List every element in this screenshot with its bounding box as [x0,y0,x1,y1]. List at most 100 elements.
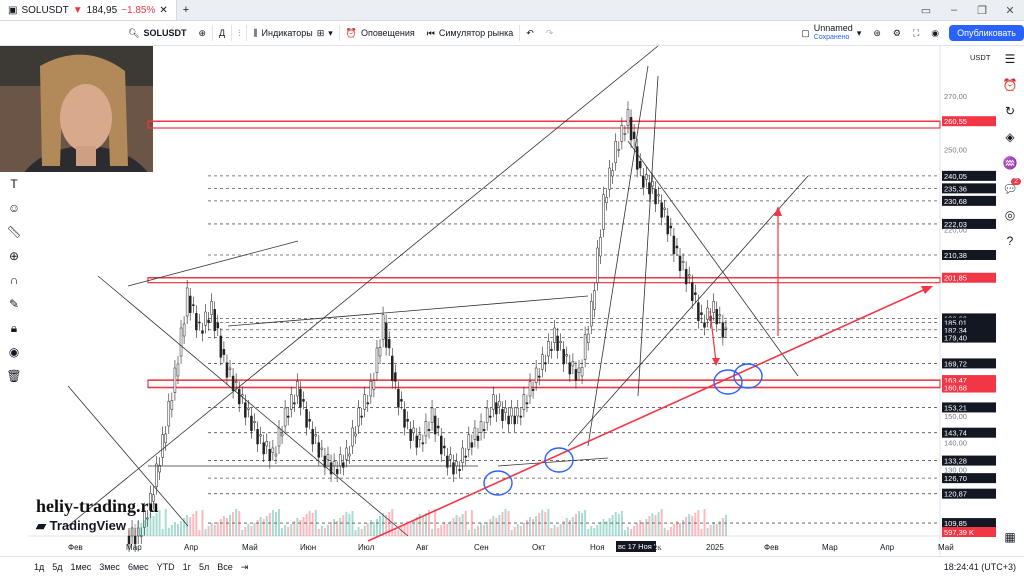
candle-body [574,369,578,381]
replay-button[interactable]: ⏮ Симулятор рынка [421,21,519,45]
volume-bar [216,522,219,536]
volume-bar [642,522,645,536]
volume-bar [238,511,241,536]
minimize-icon[interactable]: – [950,3,958,16]
price-tag-bg [942,375,996,386]
candle-body [504,407,507,413]
clock: 18:24:41 (UTC+3) [943,562,1016,572]
lock-tool-icon[interactable]: 🔒︎ [10,320,18,335]
price-tick-label: 169,72 [944,359,967,368]
candle-body [559,341,562,343]
volume-bar [663,528,666,536]
symbol-search-button[interactable]: 🔍︎ SOLUSDT [122,21,192,45]
emoji-tool-icon[interactable]: ☺ [7,201,21,215]
maximize-icon[interactable]: ❐ [977,4,987,17]
volume-bar [271,510,274,536]
candle-body [314,434,317,437]
pencil-lock-icon[interactable]: ✎ [8,297,20,311]
new-tab-button[interactable]: + [182,4,190,16]
volume-bar [682,520,685,536]
volume-bar [513,527,516,536]
price-tick-label: 222,03 [944,220,967,229]
volume-bar [724,515,727,536]
chart-type-button[interactable]: ⫶ [232,21,246,45]
indicators-button[interactable]: ⫼ Индикаторы ⊞ ▾ [247,21,338,45]
price-tick-label: 270,00 [944,92,967,101]
candle-body [617,149,621,151]
close-window-icon[interactable]: ✕ [1005,4,1015,17]
volume-bar [489,519,492,536]
volume-bar [703,509,706,536]
range-button[interactable]: 1г [182,562,191,572]
candle-body [342,462,345,468]
candle-body [317,442,321,458]
drop-arrow-line [709,310,717,363]
candle-body [476,435,480,441]
price-chart[interactable]: USDT 270,00 260,55 250,00 240,05 235,36 230,68… [28,46,996,556]
candle-body [642,175,645,188]
ruler-tool-icon[interactable]: 📏︎ [6,225,22,239]
snapshot-button[interactable]: ◉ [925,21,945,45]
volume-bar [630,529,633,536]
help-icon[interactable]: ? [1006,234,1014,248]
publish-button[interactable]: Опубликовать [949,25,1024,41]
candle-body [296,381,299,397]
chat-icon[interactable]: 💬︎ 2 [996,176,1024,202]
blue-circle [544,447,574,473]
range-button[interactable]: 6мес [127,562,149,572]
screen-icon[interactable]: ▭ [920,4,932,17]
redo-button[interactable]: ↷ [545,27,554,38]
eye-tool-icon[interactable]: ◉ [8,345,20,359]
layout-button[interactable]: ▢ Unnamed Сохранено ▾ [795,21,867,45]
zoom-tool-icon[interactable]: ⊕ [8,249,20,263]
calendar-icon[interactable]: ▦ [1004,530,1016,544]
volume-bar [375,519,378,536]
interval-button[interactable]: Д [213,21,231,45]
watchlist-icon[interactable]: ☰ [1004,52,1016,66]
compare-button[interactable]: ⊕ [192,21,212,45]
range-button[interactable]: YTD [156,562,175,572]
candle-body [678,255,682,271]
volume-bar [605,521,608,536]
undo-button[interactable]: ↶ [526,27,534,38]
fullscreen-button[interactable]: ⛶ [907,21,925,45]
alarm-clock-icon[interactable]: ⏰ [1002,78,1018,92]
broadcast-icon[interactable]: ◎ [1004,208,1016,222]
volume-bar [134,524,137,536]
pulse-icon[interactable]: ♒ [1002,156,1018,170]
chart-tab[interactable]: ▣ SOLUSDT ▼ 184,95 −1.85% ✕ [0,0,177,20]
arrow-head [774,206,782,216]
range-button[interactable]: 3мес [99,562,120,572]
candle-body [195,313,198,331]
object-tree-button[interactable]: ⊛ [873,27,881,38]
price-tag-bg [942,183,996,194]
history-icon[interactable]: ↻ [1004,104,1016,118]
range-button[interactable]: 5д [52,562,63,572]
volume-bar [140,523,143,536]
settings-button[interactable]: ⚙ [887,21,907,45]
magnet-tool-icon[interactable]: ∩ [9,273,19,287]
text-tool-icon[interactable]: T [10,177,18,191]
volume-bar [590,526,593,536]
camera-icon: ◉ [931,27,940,38]
trash-icon[interactable]: 🗑︎ [6,369,22,383]
range-button[interactable]: Все [217,562,233,572]
close-tab-icon[interactable]: ✕ [159,4,168,16]
range-button[interactable]: 1мес [70,562,92,572]
range-button[interactable]: 1д [34,562,45,572]
candle-body [577,367,581,373]
calendar-range-icon[interactable]: ⇥ [240,561,249,572]
candle-body [201,330,204,334]
volume-bar [241,530,244,536]
layers-icon[interactable]: ◈ [1005,130,1015,144]
volume-bar [195,511,198,536]
tab-price: 184,95 [86,4,118,16]
volume-bar [403,524,406,536]
range-button[interactable]: 5л [198,562,210,572]
alerts-button[interactable]: ⏰ Оповещения [340,21,421,45]
volume-bar [158,510,161,536]
time-tick-label: Авг [416,543,429,552]
volume-bar [697,510,700,536]
candle-body [519,415,523,418]
volume-bar [700,529,703,536]
